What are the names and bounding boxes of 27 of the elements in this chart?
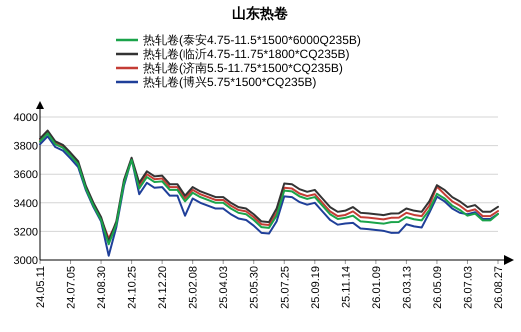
x-tick-label: 26.07.03	[462, 266, 474, 309]
legend-label: 热轧卷(博兴5.75*1500*CQ235B)	[143, 75, 316, 89]
x-tick-label: 25.05.30	[248, 266, 261, 309]
x-tick-label: 24.07.05	[66, 266, 78, 309]
x-tick-label: 24.10.25	[126, 266, 139, 309]
legend-label: 热轧卷(济南5.5-11.75*1500*CQ235B)	[143, 61, 343, 75]
x-tick-label: 26.03.13	[401, 266, 414, 309]
x-tick-label: 24.12.20	[157, 266, 170, 309]
x-tick-label: 26.01.09	[370, 266, 383, 309]
y-tick-label: 3000	[14, 255, 38, 267]
x-tick-label: 24.08.30	[96, 266, 108, 309]
x-tick-label: 25.02.08	[188, 266, 200, 309]
x-tick-label: 25.09.19	[310, 266, 322, 309]
x-tick-label: 25.04.03	[218, 266, 230, 309]
y-tick-label: 3600	[14, 169, 38, 182]
legend-label: 热轧卷(泰安4.75-11.5*1500*6000Q235B)	[143, 33, 361, 47]
y-tick-label: 4000	[14, 112, 38, 124]
chart-title: 山东热卷	[232, 5, 288, 21]
y-tick-label: 3200	[14, 226, 38, 238]
x-tick-label: 26.08.27	[493, 266, 505, 309]
legend-label: 热轧卷(临沂4.75-11.75*1800*CQ235B)	[143, 47, 350, 61]
x-tick-label: 25.07.25	[279, 266, 292, 309]
y-tick-label: 3400	[14, 198, 38, 210]
x-tick-label: 26.05.09	[432, 266, 444, 309]
x-tick-label: 25.11.14	[340, 266, 352, 308]
x-tick-label: 24.05.11	[35, 266, 47, 308]
y-tick-label: 3800	[14, 140, 38, 153]
